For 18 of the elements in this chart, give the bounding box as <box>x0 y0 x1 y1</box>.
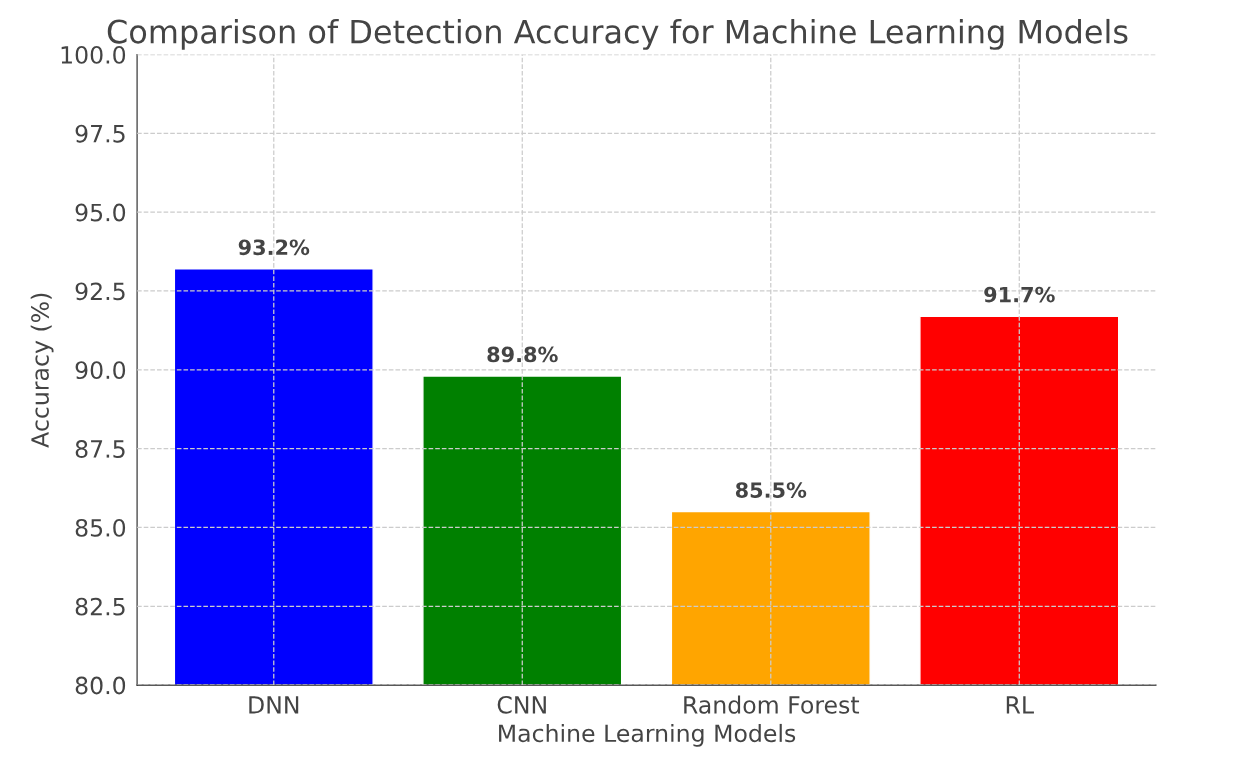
data-label: 89.8% <box>487 346 558 363</box>
x-tick-label: CNN <box>497 695 546 714</box>
y-axis-title: Accuracy (%) <box>30 293 54 448</box>
y-tick-label: 90.0 <box>75 361 126 380</box>
y-tick-label: 87.5 <box>75 440 125 458</box>
data-label: 91.7% <box>984 286 1055 303</box>
data-label: 85.5% <box>735 482 807 498</box>
x-tick-label: RL <box>1006 696 1034 714</box>
x-tick-label: DNN <box>249 696 299 714</box>
y-tick-label: 97.5 <box>75 124 125 143</box>
data-label: 93.2% <box>238 239 310 256</box>
x-axis-title: Machine Learning Models <box>499 723 796 747</box>
y-tick-label: 92.5 <box>75 282 125 301</box>
y-tick-label: 95.0 <box>75 203 126 222</box>
y-tick-label: 82.5 <box>75 597 125 616</box>
y-tick-label: 85.0 <box>75 518 126 537</box>
y-tick-label: 80.0 <box>75 676 126 695</box>
x-tick-label: Random Forest <box>684 695 860 714</box>
